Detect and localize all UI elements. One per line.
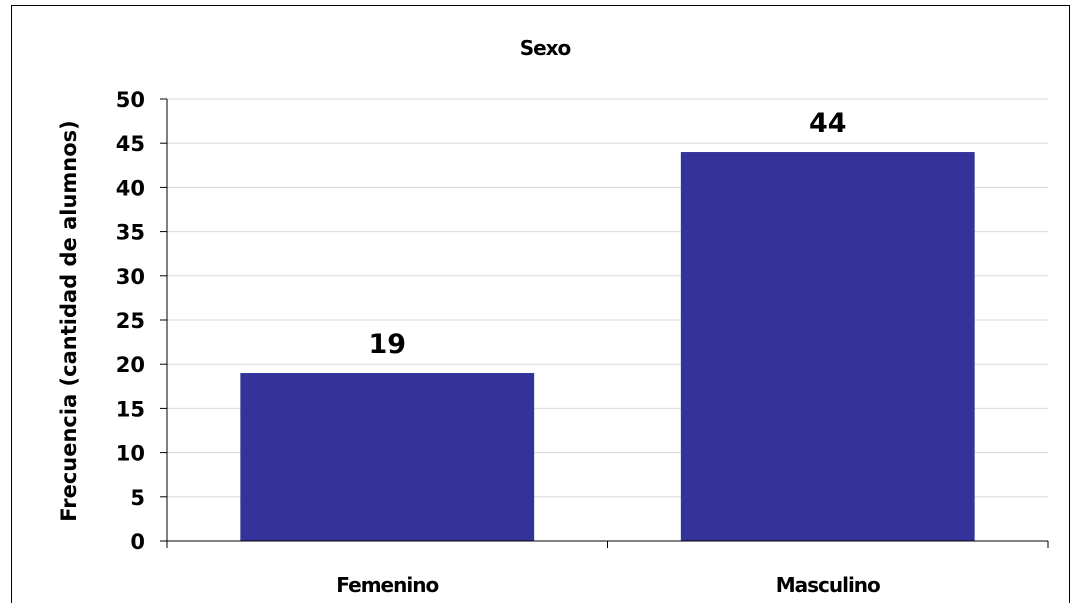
y-tick-label: 30 <box>116 265 145 289</box>
chart-title: Sexo <box>520 36 571 60</box>
y-axis-title: Frecuencia (cantidad de alumnos) <box>57 120 81 522</box>
y-tick-label: 20 <box>116 353 145 377</box>
y-tick-label: 15 <box>116 397 145 421</box>
y-tick-label: 45 <box>116 132 145 156</box>
y-tick-label: 0 <box>130 530 145 554</box>
y-tick-label: 5 <box>130 486 145 510</box>
x-tick-label-masculino: Masculino <box>776 573 880 597</box>
axes <box>160 98 1049 548</box>
labels: 0 5 10 15 20 25 30 35 40 45 50 19 Femenino 44 Masculin… <box>116 88 881 597</box>
data-label-femenino: 19 <box>368 329 406 360</box>
y-tick-label: 25 <box>116 309 145 333</box>
data-label-masculino: 44 <box>809 108 847 139</box>
bars <box>240 152 975 542</box>
y-tick-label: 50 <box>116 88 145 112</box>
y-tick-label: 40 <box>116 176 145 200</box>
bar-femenino <box>240 373 535 541</box>
y-tick-label: 10 <box>116 442 145 466</box>
y-tick-label: 35 <box>116 221 145 245</box>
x-tick-label-femenino: Femenino <box>336 573 438 597</box>
bar-masculino <box>680 152 975 542</box>
